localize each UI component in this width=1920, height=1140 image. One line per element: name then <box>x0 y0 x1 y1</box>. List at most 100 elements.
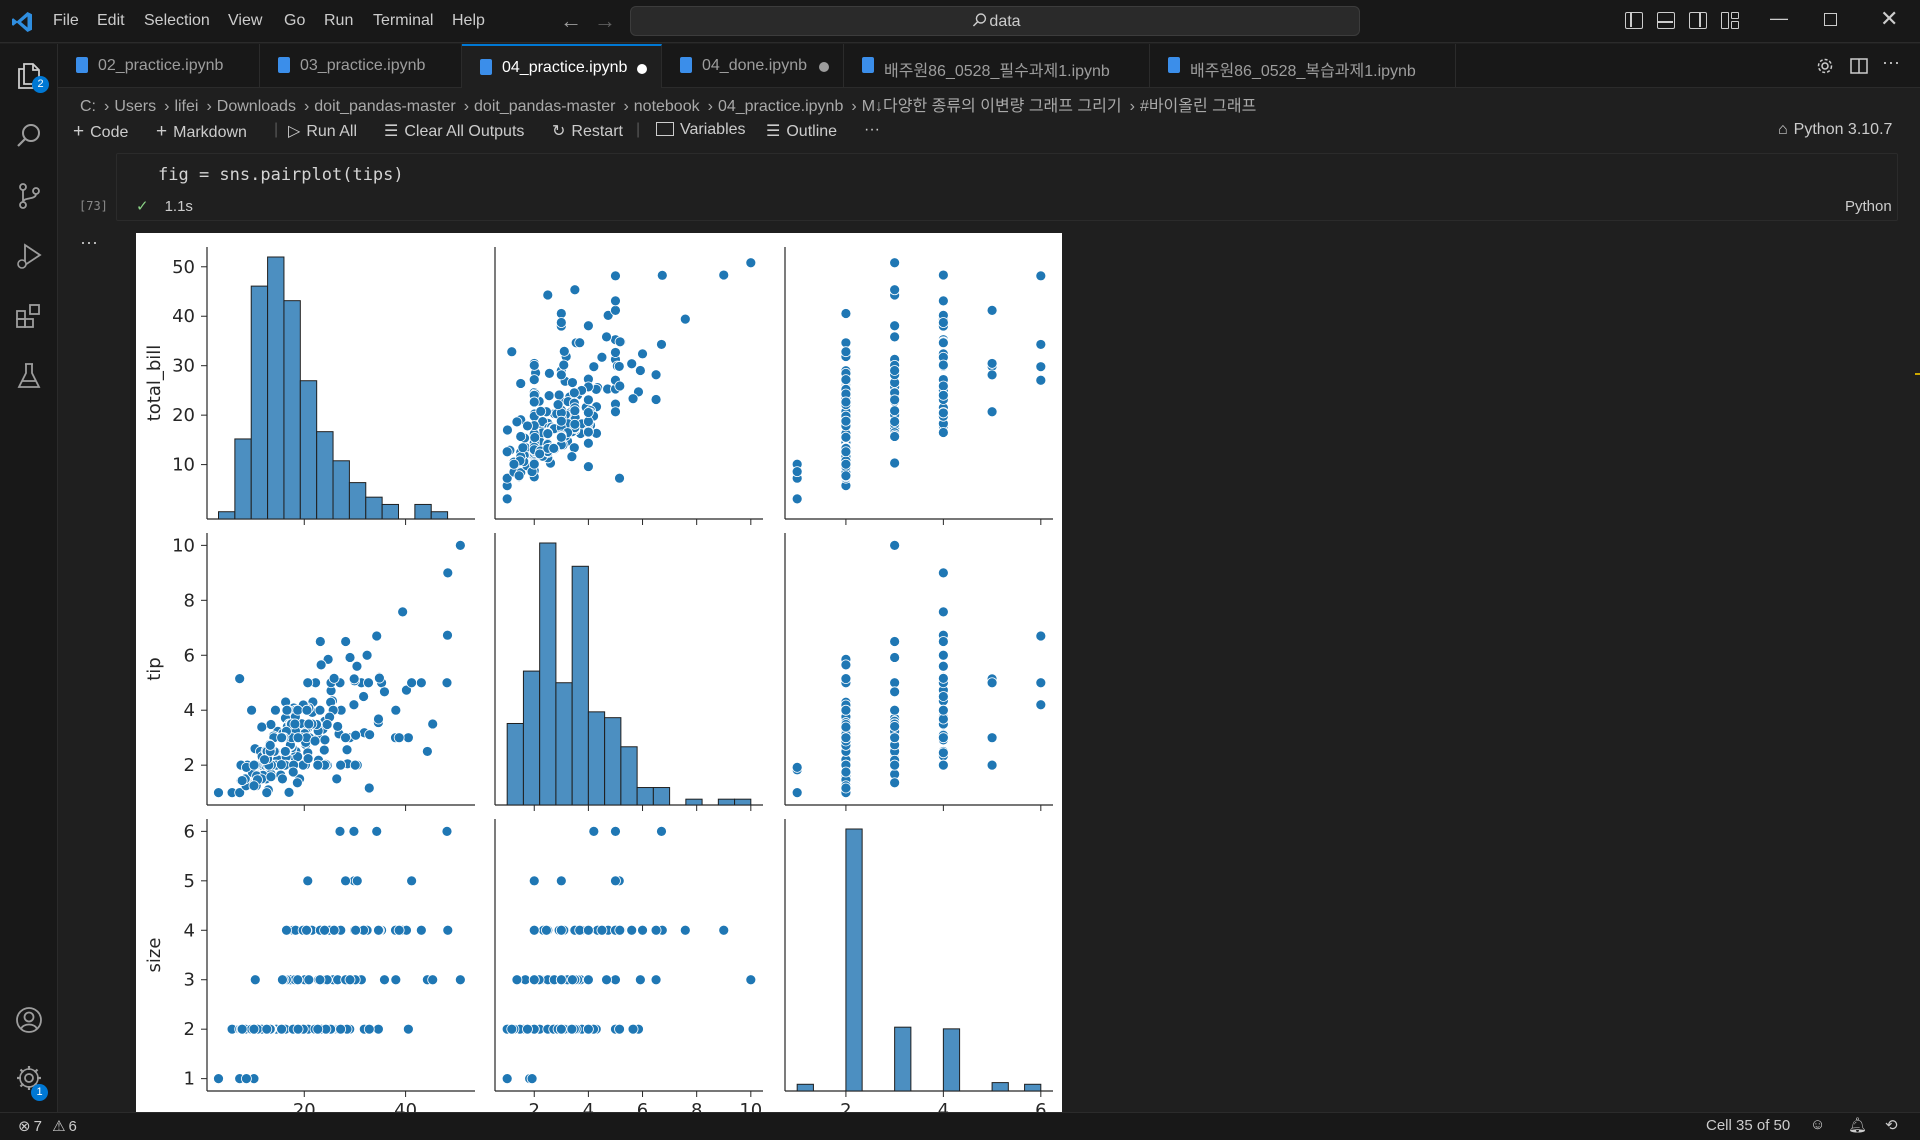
close-window-icon[interactable]: ✕ <box>1880 6 1899 31</box>
tab-4[interactable]: 04_done.ipynb <box>662 44 844 88</box>
copilot-icon[interactable]: ⟲ <box>1885 1117 1898 1134</box>
menu-go[interactable]: Go <box>284 12 306 29</box>
breadcrumb-item[interactable]: #바이올린 그래프 <box>1139 98 1257 115</box>
scatter-point <box>390 974 402 986</box>
tab-3[interactable]: 04_practice.ipynb <box>462 44 662 88</box>
menu-file[interactable]: File <box>53 12 79 29</box>
scatter-point <box>291 777 303 789</box>
scatter-point <box>679 313 691 325</box>
run-debug-icon[interactable] <box>13 240 45 272</box>
breadcrumb-item[interactable]: lifei <box>174 98 199 115</box>
scatter-point <box>555 875 567 887</box>
plus-icon: + <box>156 121 168 142</box>
menu-run[interactable]: Run <box>324 12 354 29</box>
menu-terminal[interactable]: Terminal <box>373 12 434 29</box>
command-center-search[interactable]: data <box>630 6 1360 36</box>
run-all-label: Run All <box>306 123 358 140</box>
restart-icon: ↻ <box>552 123 566 140</box>
scatter-point <box>506 1023 518 1035</box>
breadcrumb-item[interactable]: doit_pandas-master <box>474 98 616 115</box>
split-editor-icon[interactable] <box>1849 56 1869 76</box>
problems-indicator[interactable]: ⊗ 7 ⚠ 6 <box>18 1117 77 1135</box>
menu-view[interactable]: View <box>228 12 263 29</box>
accounts-icon[interactable] <box>13 1004 45 1036</box>
add-code-cell-button[interactable]: + Code <box>73 121 128 143</box>
breadcrumb-item[interactable]: 04_practice.ipynb <box>717 98 844 115</box>
breadcrumb-item[interactable]: M↓다양한 종류의 이변량 그래프 그리기 <box>861 98 1122 115</box>
x-tick-label: 4 <box>938 1100 949 1113</box>
scatter-point <box>889 320 901 332</box>
toggle-primary-sidebar-icon[interactable] <box>1625 12 1643 29</box>
toggle-panel-icon[interactable] <box>1657 12 1675 29</box>
outline-button[interactable]: ☰ Outline <box>766 121 837 141</box>
unsaved-dot-icon[interactable] <box>819 62 829 72</box>
scatter-point <box>213 787 224 799</box>
scatter-point <box>650 924 662 936</box>
minimize-window-icon[interactable]: — <box>1770 8 1788 28</box>
more-toolbar-actions-button[interactable]: ··· <box>864 121 880 138</box>
restore-window-icon[interactable] <box>1824 13 1837 26</box>
forward-arrow-icon[interactable]: → <box>594 8 616 33</box>
tab-5[interactable]: 배주원86_0528_필수과제1.ipynb <box>844 44 1150 88</box>
status-bar: ⊗ 7 ⚠ 6 Cell 35 of 50 ☺ 🔔︎ ⟲ <box>0 1112 1920 1140</box>
check-icon: ✓ <box>136 198 149 215</box>
scatter-point <box>270 704 281 716</box>
breadcrumb-item[interactable]: Users <box>114 98 157 115</box>
extensions-icon[interactable] <box>13 300 45 332</box>
scatter-point <box>371 630 383 642</box>
x-tick-label: 6 <box>1035 1100 1046 1113</box>
scatter-point <box>542 289 554 301</box>
variables-button[interactable]: Variables <box>656 121 746 139</box>
histogram-bar <box>348 482 367 520</box>
search-text: data <box>989 13 1021 30</box>
cell-position[interactable]: Cell 35 of 50 <box>1706 1117 1791 1134</box>
restart-label: Restart <box>571 123 623 140</box>
clear-all-outputs-button[interactable]: ☰ Clear All Outputs <box>384 121 524 141</box>
kernel-picker[interactable]: ⌂ Python 3.10.7 <box>1778 121 1892 139</box>
breadcrumb-item[interactable]: notebook <box>633 98 700 115</box>
scatter-point <box>281 924 292 936</box>
scatter-point <box>566 1023 578 1035</box>
toggle-secondary-sidebar-icon[interactable] <box>1689 12 1707 29</box>
testing-icon[interactable] <box>13 360 45 392</box>
scatter-point <box>555 924 567 936</box>
breadcrumb-item[interactable]: C: <box>80 98 96 115</box>
scatter-point <box>791 787 803 799</box>
error-count: 7 <box>33 1118 42 1135</box>
menu-edit[interactable]: Edit <box>97 12 125 29</box>
histogram-bar <box>299 380 318 520</box>
menu-selection[interactable]: Selection <box>144 12 210 29</box>
scatter-point <box>502 424 513 436</box>
code-cell[interactable] <box>116 153 1898 221</box>
back-arrow-icon[interactable]: ← <box>560 8 582 33</box>
breadcrumb-item[interactable]: Downloads <box>216 98 296 115</box>
customize-layout-icon[interactable] <box>1721 12 1739 29</box>
feedback-icon[interactable]: ☺ <box>1810 1116 1826 1133</box>
output-more-button[interactable]: ··· <box>80 232 98 252</box>
tab-6[interactable]: 배주원86_0528_복습과제1.ipynb <box>1150 44 1456 88</box>
scatter-point <box>303 718 315 730</box>
scatter-point <box>840 446 852 458</box>
add-markdown-cell-button[interactable]: + Markdown <box>156 121 247 143</box>
histogram-bar <box>539 542 557 806</box>
cell-code[interactable]: fig = sns.pairplot(tips) <box>158 165 404 185</box>
histogram-bar <box>717 798 736 806</box>
more-actions-icon[interactable]: ··· <box>1882 52 1900 72</box>
scatter-point <box>588 825 600 837</box>
breadcrumb-item[interactable]: doit_pandas-master <box>314 98 456 115</box>
unsaved-dot-icon[interactable] <box>637 64 647 74</box>
y-tick-label: 10 <box>172 455 195 476</box>
gear-icon[interactable] <box>1815 56 1835 76</box>
run-all-button[interactable]: ▷ Run All <box>288 121 357 141</box>
tab-2[interactable]: 03_practice.ipynb <box>260 44 462 88</box>
restart-button[interactable]: ↻ Restart <box>552 121 623 141</box>
scatter-point <box>364 729 376 741</box>
menu-help[interactable]: Help <box>452 12 485 29</box>
tab-1[interactable]: 02_practice.ipynb <box>58 44 260 88</box>
cell-language-label[interactable]: Python <box>1845 198 1892 215</box>
source-control-icon[interactable] <box>13 180 45 212</box>
scatter-point <box>840 396 852 408</box>
scatter-point <box>248 1023 260 1035</box>
notifications-bell-icon[interactable]: 🔔︎ <box>1848 1117 1868 1134</box>
search-icon[interactable] <box>13 120 45 152</box>
